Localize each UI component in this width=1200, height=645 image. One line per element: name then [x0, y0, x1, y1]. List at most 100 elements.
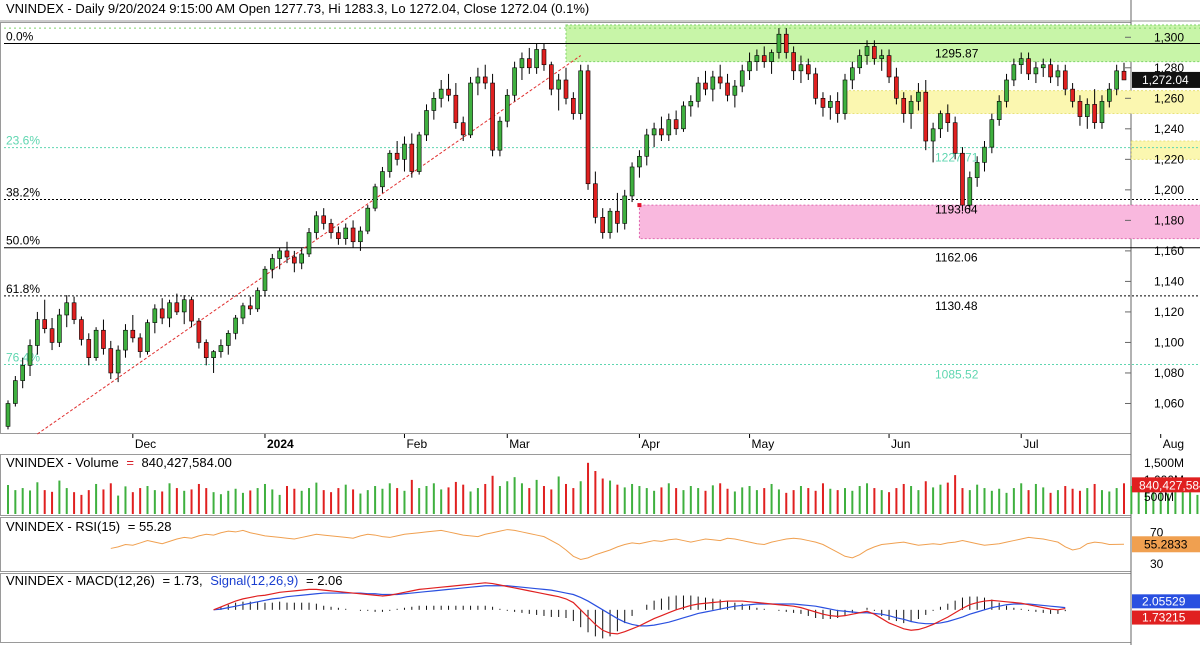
candle	[211, 350, 216, 373]
volume-bar	[726, 488, 729, 514]
candle-body	[835, 101, 840, 114]
candle	[695, 76, 701, 108]
volume-bar	[667, 483, 670, 514]
volume-bar	[1056, 490, 1059, 514]
volume-bar	[396, 488, 399, 514]
month-label: Dec	[135, 437, 156, 451]
volume-bar	[388, 483, 391, 514]
macd-panel: 2.05529 1.73215	[213, 582, 1200, 639]
volume-bar	[1159, 492, 1162, 514]
month-label: Mar	[509, 437, 530, 451]
candle-body	[739, 70, 745, 87]
candle-body	[864, 46, 870, 56]
candle-body	[42, 319, 48, 330]
candle	[387, 150, 393, 178]
candle-body	[402, 143, 407, 160]
volume-bar	[594, 471, 597, 514]
price-tick-label: 1,160	[1154, 244, 1184, 258]
volume-tick-label: 500M	[1144, 490, 1174, 504]
candle-body	[49, 328, 55, 343]
candle-body	[5, 403, 11, 427]
candle-body	[152, 308, 158, 323]
volume-bar	[550, 489, 553, 514]
volume-bar	[7, 485, 9, 514]
volume-bar	[954, 475, 957, 514]
candle-body	[1040, 64, 1046, 69]
macd-panel-frame	[0, 573, 1132, 643]
candle-body	[842, 79, 848, 114]
volume-bar	[359, 493, 362, 514]
candle-body	[916, 91, 921, 102]
candle-body	[996, 101, 1002, 120]
candle-body	[35, 319, 40, 346]
candle-body	[541, 49, 547, 66]
candle	[196, 318, 202, 349]
candle-body	[1026, 58, 1031, 75]
candle	[497, 116, 503, 157]
candle-body	[270, 258, 275, 270]
candle	[328, 218, 334, 239]
volume-bar	[29, 490, 32, 514]
candle-body	[761, 55, 767, 62]
candle-body	[431, 97, 437, 111]
candle-body	[659, 128, 664, 136]
volume-bar	[579, 481, 582, 514]
candle-body	[86, 339, 92, 359]
volume-bar	[946, 482, 949, 514]
candle	[791, 46, 796, 80]
candle-body	[1033, 67, 1039, 75]
volume-bar	[469, 491, 472, 514]
candle	[262, 266, 268, 297]
candle	[578, 64, 583, 120]
candle	[438, 79, 444, 108]
candle-body	[57, 314, 62, 343]
candle	[967, 171, 973, 212]
candle-body	[306, 232, 312, 255]
volume-bar	[976, 484, 979, 514]
fib-percent-label: 0.0%	[6, 30, 34, 44]
volume-bar	[770, 483, 773, 514]
candle	[835, 92, 840, 123]
candle	[739, 64, 745, 93]
volume-bar	[58, 480, 61, 514]
candle-body	[798, 64, 804, 72]
volume-bar	[1005, 492, 1008, 514]
candle	[659, 116, 664, 142]
candle-body	[791, 52, 796, 72]
volume-bar	[836, 490, 839, 514]
volume-bar	[14, 490, 17, 514]
candle	[754, 49, 760, 71]
month-label: Jul	[1023, 437, 1038, 451]
candle	[989, 113, 995, 154]
candle	[380, 166, 385, 193]
pink-zone-handle-start	[637, 203, 642, 208]
volume-bar	[697, 488, 700, 514]
volume-bar	[352, 489, 355, 514]
candle	[270, 253, 275, 279]
volume-bar	[432, 483, 435, 514]
price-tick-label: 1,140	[1154, 274, 1184, 288]
volume-bar	[190, 489, 193, 514]
price-grid-layer	[4, 27, 1200, 404]
fib-value-label: 1193.64	[935, 203, 978, 217]
candle	[666, 113, 672, 142]
candle-body	[490, 82, 495, 151]
candle	[482, 64, 488, 90]
volume-bar	[609, 480, 612, 514]
volume-bar	[227, 490, 230, 514]
candle-body	[930, 128, 936, 142]
volume-bar	[476, 488, 479, 514]
candle	[974, 156, 980, 187]
candles-layer	[5, 28, 1127, 430]
candle-body	[299, 253, 304, 264]
volume-bar	[807, 488, 810, 514]
volume-name: VNINDEX - Volume	[6, 455, 119, 470]
candle-body	[1055, 70, 1061, 78]
fib-value-label: 1295.87	[935, 47, 979, 61]
fib-value-label: 1085.52	[935, 368, 979, 382]
candle-body	[277, 250, 282, 259]
candle-body	[240, 305, 246, 319]
candle	[585, 64, 591, 190]
candle	[761, 46, 767, 68]
volume-bar	[888, 492, 891, 514]
